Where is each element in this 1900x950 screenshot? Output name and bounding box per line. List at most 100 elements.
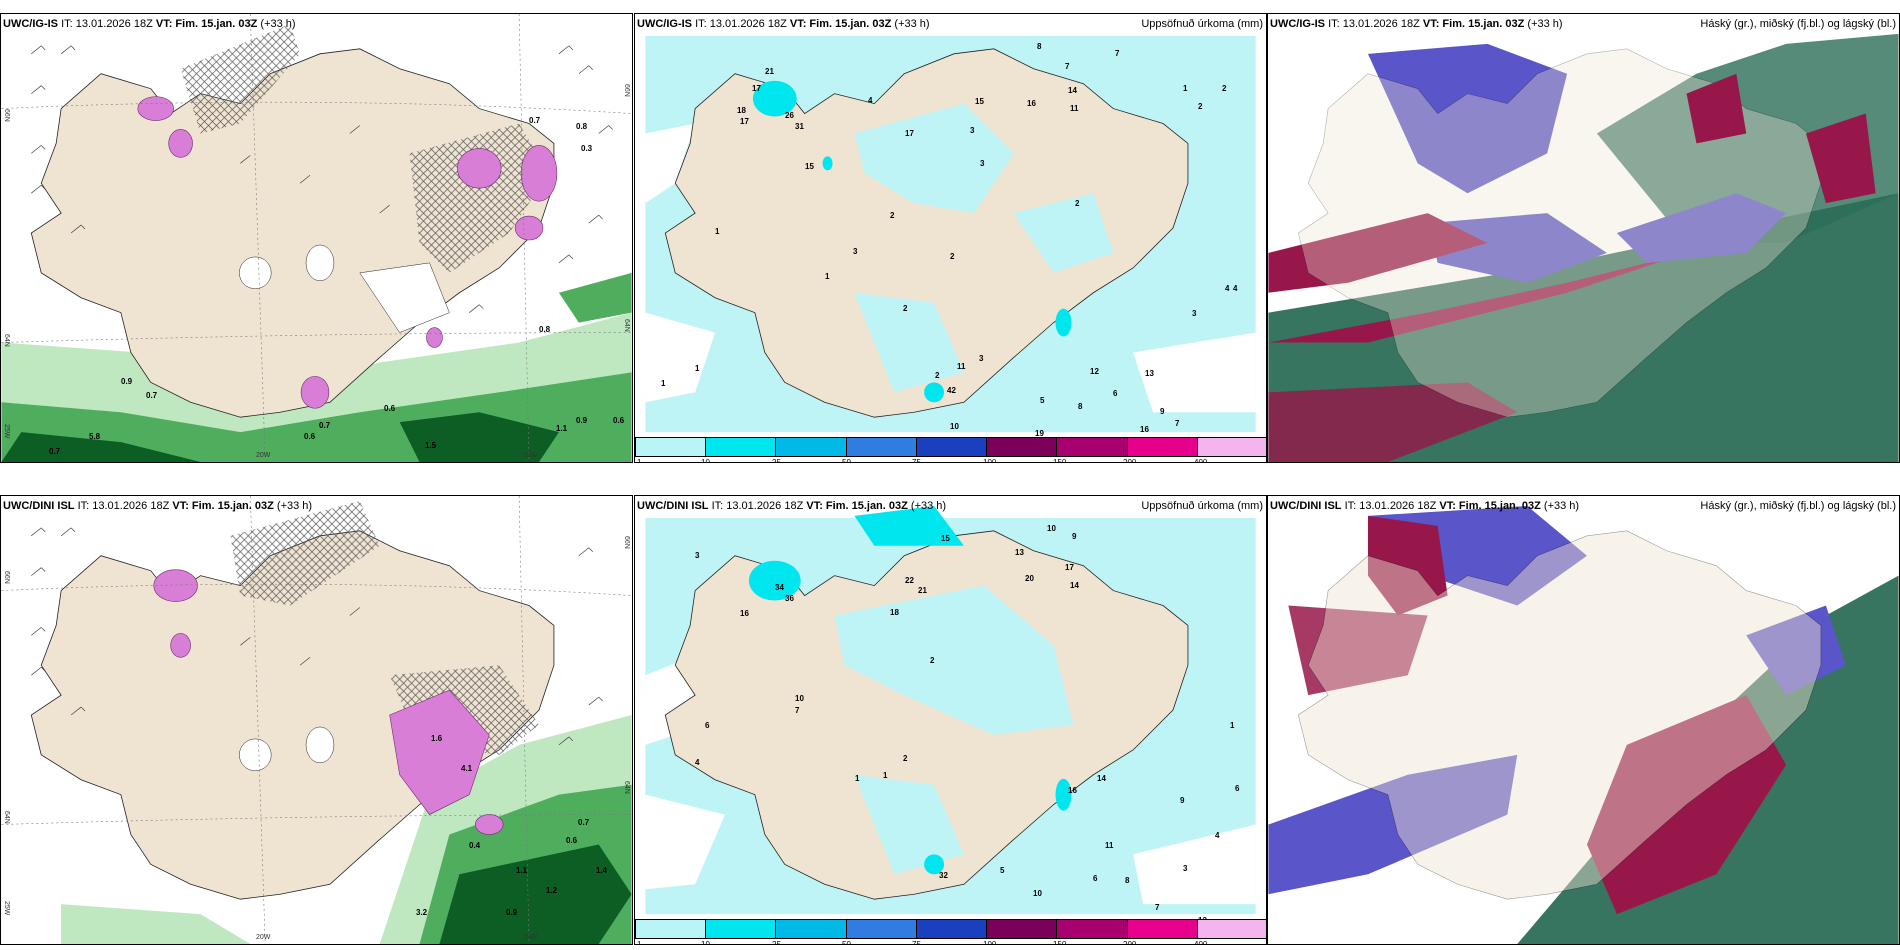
iceland-land: [1297, 530, 1822, 900]
precip-value: 8: [1037, 42, 1042, 51]
lead-time: (+33 h): [276, 500, 313, 512]
precip-value: 0.3: [581, 144, 593, 153]
map-dini-accum-precip: [635, 496, 1266, 944]
run-time: IT: 13.01.2026 18Z: [61, 18, 153, 30]
precip-value: 10: [1033, 889, 1042, 898]
colorbar-segment: [776, 920, 847, 938]
precip-value: 11: [957, 362, 966, 371]
colorbar-tick-label: 10: [701, 458, 710, 463]
colorbar-tick-label: 150: [1053, 940, 1067, 945]
panel-header: UWC/IG-IS IT: 13.01.2026 18Z VT: Fim. 15…: [637, 18, 930, 30]
precip-value: 1.5: [425, 441, 437, 450]
panel-header: UWC/IG-IS IT: 13.01.2026 18Z VT: Fim. 15…: [3, 18, 296, 30]
precip-value: 1: [715, 227, 720, 236]
panel-dini-accum-precip: UWC/DINI ISL IT: 13.01.2026 18Z VT: Fim.…: [634, 495, 1267, 945]
precip-value: 21: [918, 586, 927, 595]
precip-value: 0.9: [506, 908, 518, 917]
valid-time: Fim. 15.jan. 03Z: [1458, 500, 1541, 512]
precip-value: 7: [1155, 903, 1160, 912]
precip-value: 12: [1090, 367, 1099, 376]
precip-value: 10: [950, 422, 959, 431]
model-name: UWC/DINI ISL: [3, 500, 75, 512]
map-ig-is-precip-type: [1, 14, 632, 462]
precip-value: 42: [947, 386, 956, 395]
precip-value: 22: [905, 576, 914, 585]
precip-value: 0.9: [576, 416, 588, 425]
precip-value: 34: [775, 583, 784, 592]
precip-value: 0.6: [304, 432, 316, 441]
map-ig-is-clouds: [1268, 14, 1899, 462]
colorbar-tick-label: 25: [772, 458, 781, 463]
precip-value: 1: [825, 272, 830, 281]
precip-value: 2: [1222, 84, 1227, 93]
iceland-land: [664, 48, 1189, 418]
precip-value: 8: [1078, 402, 1083, 411]
field-title: Háský (gr.), miðský (fj.bl.) og lágský (…: [1700, 500, 1896, 512]
colorbar-segment: [706, 920, 777, 938]
valid-time: Fim. 15.jan. 03Z: [825, 500, 908, 512]
precip-value: 2: [1198, 102, 1203, 111]
colorbar-segment: [1127, 920, 1198, 938]
valid-time: Fim. 15.jan. 03Z: [1442, 18, 1525, 30]
precip-value: 7: [1065, 62, 1070, 71]
colorbar-segment: [987, 920, 1058, 938]
precip-value: 4.1: [461, 764, 473, 773]
panel-header: UWC/DINI ISL IT: 13.01.2026 18Z VT: Fim.…: [637, 500, 946, 512]
panel-header: UWC/DINI ISL IT: 13.01.2026 18Z VT: Fim.…: [3, 500, 312, 512]
precip-value: 0.7: [319, 421, 331, 430]
precip-value: 0.6: [613, 416, 625, 425]
colorbar-segment: [1197, 438, 1266, 456]
precip-value: 3: [980, 159, 985, 168]
lon-label: 20W: [256, 934, 271, 941]
precip-colorbar: [635, 437, 1266, 457]
precip-value: 1: [661, 379, 666, 388]
run-time: IT: 13.01.2026 18Z: [1328, 18, 1420, 30]
colorbar-segment: [636, 920, 707, 938]
colorbar-segment: [1057, 920, 1128, 938]
precip-value: 11: [1070, 104, 1079, 113]
precip-value: 6: [1235, 784, 1240, 793]
precip-value: 1: [855, 774, 860, 783]
colorbar-tick-label: 100: [983, 940, 997, 945]
valid-time-label: VT:: [1439, 500, 1456, 512]
precip-value: 3: [1183, 864, 1188, 873]
map-dini-precip-type: [1, 496, 632, 944]
lat-label: 66N: [3, 571, 10, 584]
precip-value: 7: [1115, 49, 1120, 58]
precip-value: 8: [1125, 876, 1130, 885]
field-title: Uppsöfnuð úrkoma (mm): [1141, 18, 1263, 30]
precip-value: 26: [785, 111, 794, 120]
lead-time: (+33 h): [1527, 18, 1563, 30]
precip-value: 1.4: [596, 866, 608, 875]
field-title: Uppsöfnuð úrkoma (mm): [1141, 500, 1263, 512]
precip-value: 32: [939, 871, 948, 880]
colorbar-segment: [706, 438, 777, 456]
precip-value: 36: [785, 594, 794, 603]
precip-value: 4: [1215, 831, 1220, 840]
valid-time: Fim. 15.jan. 03Z: [191, 500, 274, 512]
precip-value: 18: [737, 106, 746, 115]
precip-value: 1: [883, 771, 888, 780]
colorbar-tick-label: 1: [637, 940, 642, 945]
precip-value: 0.9: [121, 377, 133, 386]
valid-time: Fim. 15.jan. 03Z: [175, 18, 258, 30]
precip-value: 15: [805, 162, 814, 171]
precip-value: 15: [975, 97, 984, 106]
precip-value: 20: [1025, 574, 1034, 583]
precip-value: 13: [1145, 369, 1154, 378]
precip-value: 10: [795, 694, 804, 703]
model-name: UWC/IG-IS: [1270, 18, 1325, 30]
precip-value: 1.2: [546, 886, 558, 895]
lat-label: 66N: [3, 109, 10, 122]
lon-label: 15W: [523, 452, 538, 459]
precip-value: 18: [890, 608, 899, 617]
precip-value: 6: [1093, 874, 1098, 883]
lat-label: 64N: [623, 319, 630, 332]
panel-dini-clouds: UWC/DINI ISL IT: 13.01.2026 18Z VT: Fim.…: [1267, 495, 1900, 945]
precip-value: 1.1: [516, 866, 528, 875]
map-ig-is-accum-precip: [635, 14, 1266, 462]
lat-label: 64N: [623, 781, 630, 794]
precip-value: 1.1: [556, 424, 568, 433]
precip-value: 16: [1140, 425, 1149, 434]
precip-value: 3.2: [416, 908, 428, 917]
